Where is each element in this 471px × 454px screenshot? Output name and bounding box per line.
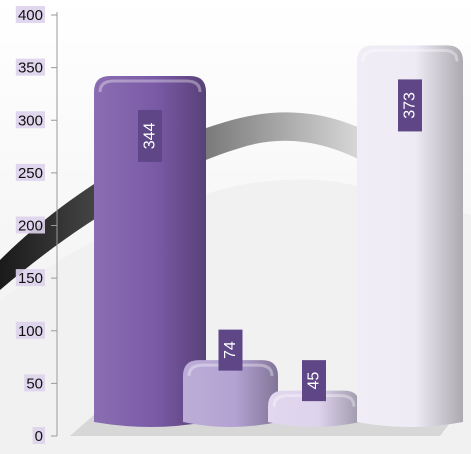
y-tick-label: 250 <box>18 165 43 182</box>
bar-highlight <box>98 79 202 93</box>
bar-highlight <box>361 48 459 62</box>
y-axis: 0 50 100 150 200 250 300 350 400 <box>15 6 58 445</box>
y-tick-label-bg <box>32 427 45 444</box>
data-label-box <box>398 79 422 132</box>
y-tick-label: 200 <box>18 218 43 235</box>
y-tick-label-bg <box>15 58 46 76</box>
y-tick-label-bg <box>24 374 45 392</box>
y-tick-label: 150 <box>18 270 43 287</box>
data-label-box <box>302 360 326 402</box>
y-tick-label-bg <box>15 111 46 129</box>
bar <box>357 45 463 427</box>
y-tick-label-bg <box>15 163 46 181</box>
data-label-box <box>138 109 162 162</box>
data-label: 344 <box>142 122 159 149</box>
y-tick-label: 50 <box>26 375 43 392</box>
bar <box>183 360 278 427</box>
bars: 344 74 45 373 <box>94 45 463 427</box>
y-tick-label-bg <box>15 321 46 339</box>
data-label: 45 <box>306 372 323 390</box>
y-tick-label: 350 <box>18 60 43 77</box>
y-tick-label-bg <box>15 269 46 287</box>
bar <box>94 75 206 427</box>
y-tick-label-bg <box>15 6 46 23</box>
y-tick-label-bg <box>15 216 46 234</box>
bar <box>268 390 360 427</box>
y-tick-label: 100 <box>18 323 43 340</box>
data-label: 74 <box>222 341 239 359</box>
y-tick-label: 400 <box>18 7 43 24</box>
y-tick-label: 300 <box>18 112 43 129</box>
data-label-box <box>218 329 243 371</box>
y-tick-label: 0 <box>35 428 43 445</box>
data-label: 373 <box>402 92 419 119</box>
